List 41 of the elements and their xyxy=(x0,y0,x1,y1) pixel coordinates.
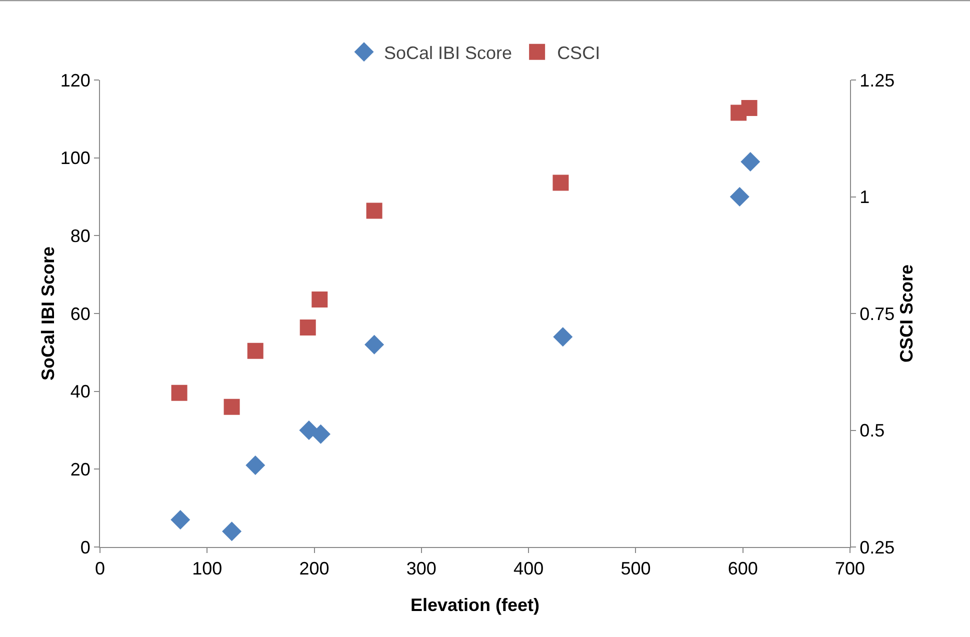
y2-tick-label: 0.75 xyxy=(860,304,895,324)
point xyxy=(222,522,242,542)
y-tick-label: 0 xyxy=(80,537,90,558)
y-tick-label: 20 xyxy=(70,459,90,480)
y-tick-label: 40 xyxy=(70,382,90,402)
point xyxy=(364,334,384,354)
y2-tick-label: 1 xyxy=(860,187,870,208)
point xyxy=(740,152,760,172)
point xyxy=(246,456,266,476)
point xyxy=(366,202,382,219)
point xyxy=(247,342,264,359)
x-tick-label: 300 xyxy=(406,558,436,579)
y2-tick-label: 0.25 xyxy=(860,537,895,558)
x-axis-title: Elevation (feet) xyxy=(410,595,540,615)
y2-tick-label: 1.25 xyxy=(860,70,895,90)
point xyxy=(300,320,316,336)
point xyxy=(170,510,190,530)
x-tick-label: 500 xyxy=(620,558,651,579)
y2-axis-title: CSCI Score xyxy=(896,264,917,363)
legend-label: SoCal IBI Score xyxy=(384,42,512,63)
point xyxy=(171,384,188,401)
x-tick-label: 700 xyxy=(834,558,866,579)
point xyxy=(312,291,328,308)
legend-label: CSCI xyxy=(557,42,600,63)
x-tick-label: 400 xyxy=(514,558,544,579)
y-tick-label: 100 xyxy=(60,148,90,168)
x-tick-label: 200 xyxy=(299,558,330,579)
y-axis-title: SoCal IBI Score xyxy=(38,246,58,381)
point xyxy=(310,424,330,444)
point xyxy=(224,398,240,415)
point xyxy=(730,187,750,206)
x-tick-label: 100 xyxy=(192,558,222,579)
point xyxy=(553,327,573,347)
y-tick-label: 120 xyxy=(60,70,90,90)
x-tick-label: 600 xyxy=(728,558,758,579)
point xyxy=(741,100,758,116)
y-tick-label: 60 xyxy=(70,304,90,324)
point xyxy=(552,174,569,191)
x-tick-label: 0 xyxy=(94,558,106,579)
y-tick-label: 80 xyxy=(70,226,90,246)
y2-tick-label: 0.5 xyxy=(860,420,885,441)
